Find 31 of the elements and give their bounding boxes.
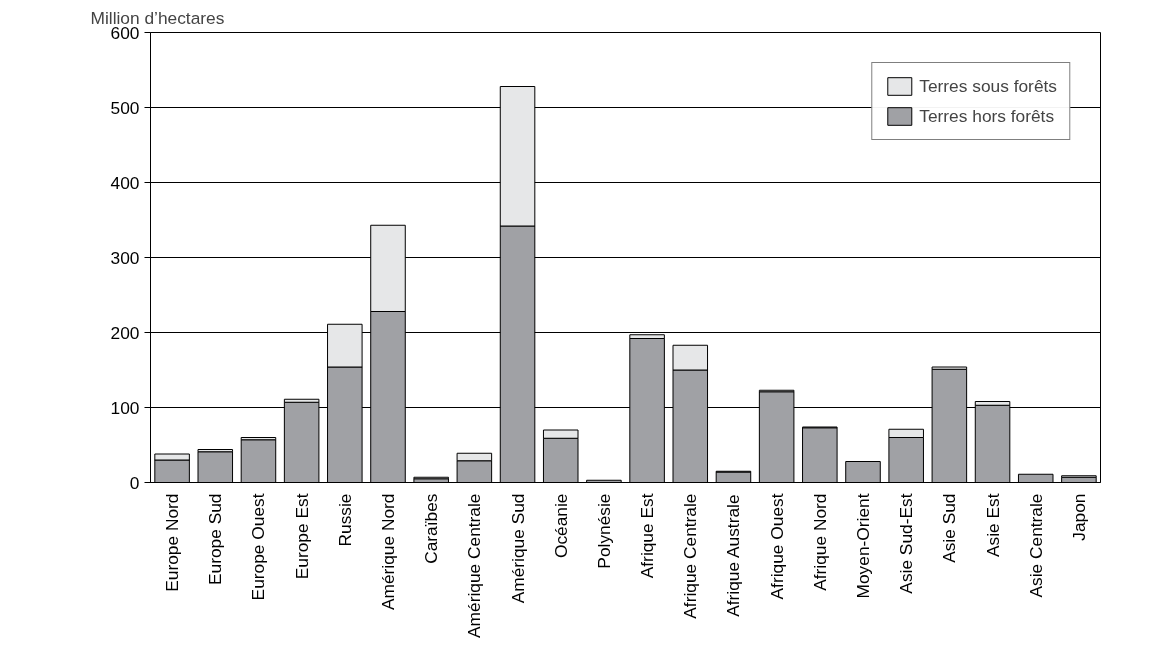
x-tick-label: Europe Ouest bbox=[248, 493, 269, 601]
x-tick-label: Amérique Sud bbox=[507, 493, 528, 604]
x-tick-label: Asie Sud-Est bbox=[896, 493, 917, 594]
x-tick-label: Asie Est bbox=[982, 493, 1003, 558]
legend-label: Terres sous forêts bbox=[919, 75, 1057, 97]
x-tick-label: Afrique Centrale bbox=[680, 493, 701, 619]
x-tick-label: Asie Sud bbox=[939, 493, 960, 563]
y-tick-label: 400 bbox=[110, 172, 140, 193]
x-tick-label: Japon bbox=[1068, 493, 1089, 541]
x-tick-label: Moyen-Orient bbox=[853, 493, 873, 599]
x-tick-label: Europe Est bbox=[291, 493, 312, 580]
x-tick-label: Russie bbox=[334, 493, 355, 547]
y-tick-label: 100 bbox=[110, 397, 140, 418]
x-tick-label: Caraïbes bbox=[421, 493, 442, 564]
x-tick-label: Amérique Centrale bbox=[464, 493, 485, 638]
y-tick-label: 200 bbox=[110, 322, 140, 343]
y-tick-label: 500 bbox=[110, 97, 140, 118]
x-tick-label: Polynésie bbox=[593, 493, 614, 569]
x-tick-label: Afrique Australe bbox=[723, 494, 744, 617]
y-tick-label: 300 bbox=[110, 247, 140, 268]
x-tick-label: Océanie bbox=[550, 493, 571, 559]
x-tick-label: Afrique Nord bbox=[809, 493, 830, 591]
x-tick-label: Amérique Nord bbox=[378, 493, 398, 611]
x-tick-label: Europe Nord bbox=[162, 493, 183, 592]
y-axis-title: Million d’hectares bbox=[90, 7, 225, 28]
y-tick-label: 0 bbox=[129, 472, 140, 493]
legend-label: Terres hors forêts bbox=[919, 105, 1055, 127]
x-tick-label: Asie Centrale bbox=[1025, 493, 1046, 598]
x-tick-label: Europe Sud bbox=[205, 493, 226, 586]
x-tick-label: Afrique Est bbox=[637, 493, 658, 579]
x-tick-label: Afrique Ouest bbox=[766, 493, 787, 600]
